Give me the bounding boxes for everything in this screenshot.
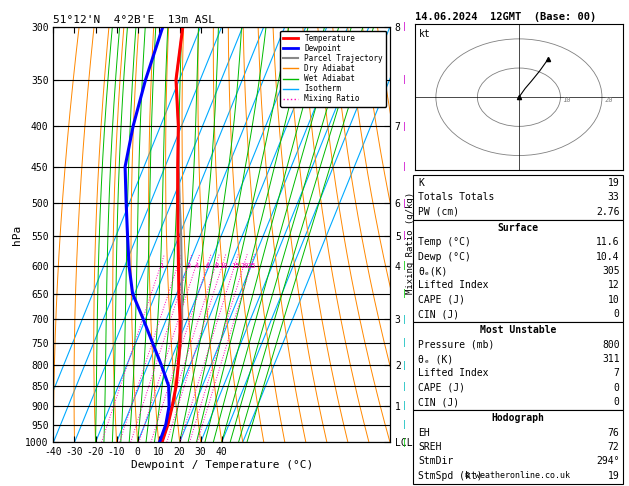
Text: θₑ (K): θₑ (K)	[418, 354, 454, 364]
Text: |: |	[402, 289, 407, 298]
Text: |: |	[402, 75, 407, 85]
Text: Temp (°C): Temp (°C)	[418, 237, 471, 247]
Text: CIN (J): CIN (J)	[418, 397, 459, 407]
Text: |: |	[402, 338, 407, 347]
Text: Dewp (°C): Dewp (°C)	[418, 252, 471, 262]
Text: StmSpd (kt): StmSpd (kt)	[418, 470, 483, 481]
Text: 311: 311	[602, 354, 620, 364]
Text: 15: 15	[231, 263, 240, 269]
Text: 305: 305	[602, 266, 620, 276]
Text: StmDir: StmDir	[418, 456, 454, 467]
Text: |: |	[402, 231, 407, 241]
Text: kt: kt	[420, 29, 431, 39]
Text: 0: 0	[614, 309, 620, 319]
Text: |: |	[402, 314, 407, 324]
Text: 20: 20	[604, 97, 613, 103]
Text: Pressure (mb): Pressure (mb)	[418, 340, 494, 350]
Text: CAPE (J): CAPE (J)	[418, 382, 465, 393]
Text: Most Unstable: Most Unstable	[480, 325, 556, 335]
Text: 10: 10	[562, 97, 571, 103]
Text: |: |	[402, 382, 407, 391]
Text: |: |	[402, 122, 407, 131]
Text: 33: 33	[608, 192, 620, 203]
Text: 1: 1	[159, 263, 164, 269]
Text: 10: 10	[219, 263, 227, 269]
Text: K: K	[418, 178, 424, 188]
Text: Mixing Ratio (g/kg): Mixing Ratio (g/kg)	[406, 192, 415, 294]
Text: PW (cm): PW (cm)	[418, 207, 459, 217]
Text: |: |	[402, 361, 407, 370]
Text: 294°: 294°	[596, 456, 620, 467]
Text: 0: 0	[614, 382, 620, 393]
Y-axis label: km
ASL: km ASL	[423, 235, 441, 256]
Text: 51°12'N  4°2B'E  13m ASL: 51°12'N 4°2B'E 13m ASL	[53, 15, 216, 25]
Text: 76: 76	[608, 428, 620, 438]
Text: |: |	[402, 438, 407, 447]
X-axis label: Dewpoint / Temperature (°C): Dewpoint / Temperature (°C)	[131, 460, 313, 470]
Text: Hodograph: Hodograph	[491, 413, 545, 423]
Text: © weatheronline.co.uk: © weatheronline.co.uk	[465, 470, 571, 480]
Text: |: |	[402, 162, 407, 171]
Text: θₑ(K): θₑ(K)	[418, 266, 448, 276]
Text: 800: 800	[602, 340, 620, 350]
Text: 14.06.2024  12GMT  (Base: 00): 14.06.2024 12GMT (Base: 00)	[415, 12, 596, 22]
Text: CAPE (J): CAPE (J)	[418, 295, 465, 305]
Text: 2: 2	[176, 263, 181, 269]
Text: 0: 0	[614, 397, 620, 407]
Text: |: |	[402, 261, 407, 270]
Text: 11.6: 11.6	[596, 237, 620, 247]
Text: 6: 6	[206, 263, 210, 269]
Text: 4: 4	[194, 263, 199, 269]
Y-axis label: hPa: hPa	[13, 225, 22, 244]
Text: Surface: Surface	[498, 223, 538, 233]
Text: Totals Totals: Totals Totals	[418, 192, 494, 203]
Text: 10: 10	[608, 295, 620, 305]
Text: Lifted Index: Lifted Index	[418, 280, 489, 291]
Text: |: |	[402, 22, 407, 31]
Text: SREH: SREH	[418, 442, 442, 452]
Text: |: |	[402, 420, 407, 429]
Text: 72: 72	[608, 442, 620, 452]
Text: Lifted Index: Lifted Index	[418, 368, 489, 379]
Legend: Temperature, Dewpoint, Parcel Trajectory, Dry Adiabat, Wet Adiabat, Isotherm, Mi: Temperature, Dewpoint, Parcel Trajectory…	[280, 31, 386, 106]
Text: 19: 19	[608, 470, 620, 481]
Text: 25: 25	[247, 263, 256, 269]
Text: 12: 12	[608, 280, 620, 291]
Text: 2.76: 2.76	[596, 207, 620, 217]
Text: 3: 3	[187, 263, 191, 269]
Text: EH: EH	[418, 428, 430, 438]
Text: 20: 20	[240, 263, 248, 269]
Text: CIN (J): CIN (J)	[418, 309, 459, 319]
Text: 10.4: 10.4	[596, 252, 620, 262]
Text: 19: 19	[608, 178, 620, 188]
Text: |: |	[402, 401, 407, 410]
Text: |: |	[402, 199, 407, 208]
Text: 7: 7	[614, 368, 620, 379]
Text: 8: 8	[214, 263, 218, 269]
